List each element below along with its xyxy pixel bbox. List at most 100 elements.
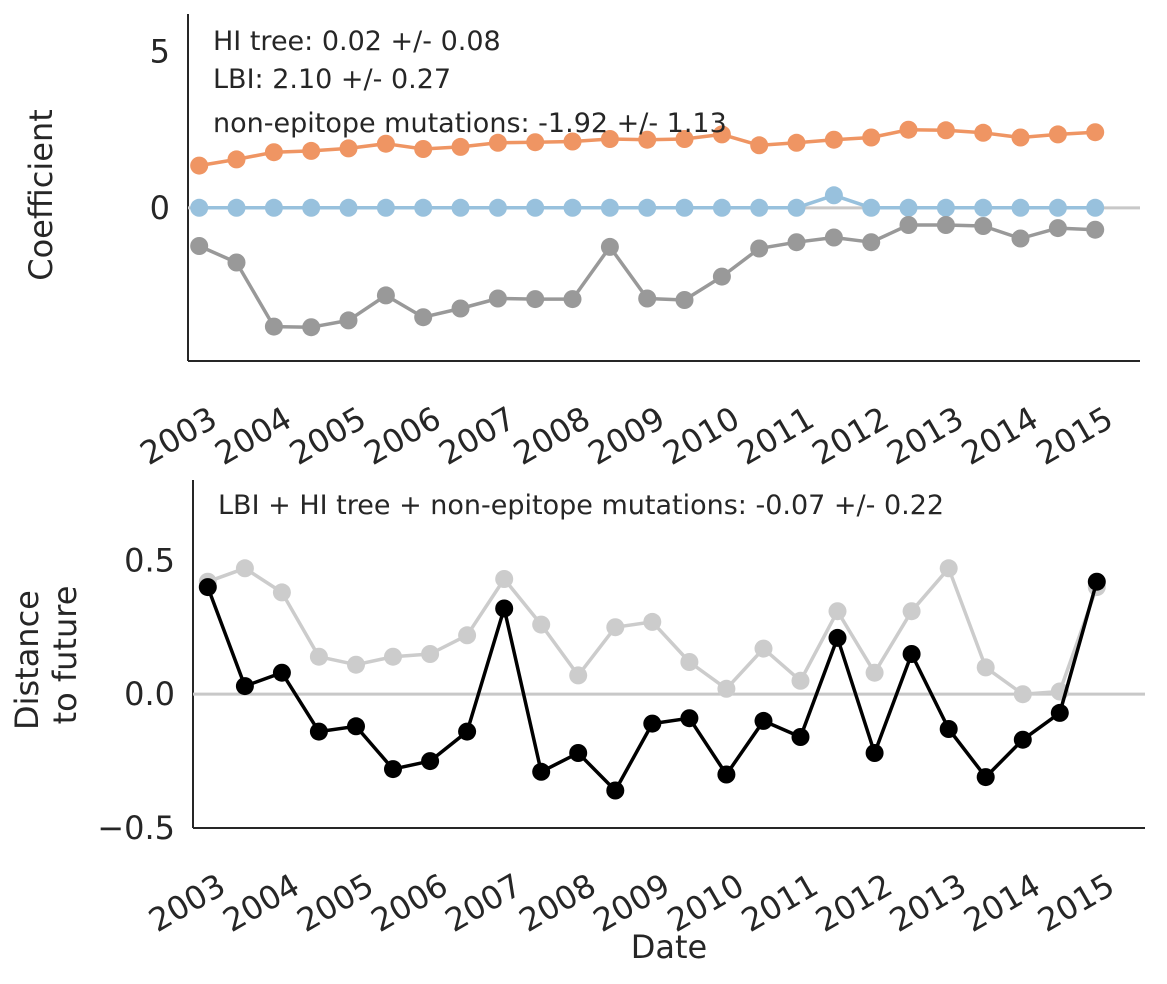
data-point	[264, 198, 283, 217]
data-point	[600, 130, 619, 148]
x-tick-label: 2012	[809, 866, 899, 940]
data-point	[1086, 220, 1105, 239]
data-point	[638, 198, 657, 217]
data-point	[828, 628, 847, 647]
data-point	[974, 217, 993, 235]
data-point	[526, 198, 545, 217]
top-annotation-hi-tree: HI tree: 0.02 +/- 0.08	[213, 26, 501, 57]
data-point	[787, 133, 806, 152]
data-point	[302, 318, 321, 337]
bottom-y-axis-label-line-1: Distance	[8, 590, 46, 730]
data-point	[939, 559, 958, 578]
x-tick-label: 2013	[883, 866, 973, 940]
data-point	[606, 618, 625, 637]
x-tick-label: 2007	[432, 399, 522, 473]
data-point	[451, 198, 470, 217]
data-point	[227, 253, 246, 272]
data-point	[638, 289, 657, 308]
data-point	[421, 752, 440, 771]
data-point	[862, 128, 881, 147]
data-point	[862, 198, 881, 217]
data-point	[717, 765, 736, 784]
x-tick-label: 2005	[290, 866, 380, 940]
data-point	[488, 289, 507, 308]
data-point	[264, 143, 283, 162]
data-point	[376, 198, 395, 217]
data-point	[309, 722, 328, 741]
series-line-2	[198, 223, 1096, 329]
data-point	[939, 720, 958, 738]
data-point	[936, 198, 955, 217]
data-point	[600, 198, 619, 217]
data-point	[227, 150, 246, 169]
data-point	[750, 239, 769, 258]
x-tick-label: 2003	[142, 866, 232, 940]
data-point	[532, 615, 551, 634]
data-point	[1087, 572, 1106, 591]
data-point	[495, 599, 514, 618]
data-point	[936, 216, 955, 234]
x-tick-label: 2004	[216, 866, 306, 940]
data-point	[754, 711, 773, 730]
x-tick-label: 2004	[208, 399, 298, 473]
data-point	[190, 156, 209, 175]
data-point	[272, 663, 291, 682]
data-point	[902, 645, 921, 663]
data-point	[376, 286, 395, 305]
data-point	[458, 626, 477, 645]
data-point	[862, 233, 881, 252]
data-point	[606, 781, 625, 800]
data-point	[526, 133, 545, 152]
data-point	[198, 578, 217, 597]
data-point	[339, 198, 358, 217]
data-point	[974, 123, 993, 142]
data-point	[865, 663, 884, 682]
data-point	[936, 121, 955, 140]
data-point	[488, 133, 507, 152]
data-point	[272, 583, 291, 602]
data-point	[675, 291, 694, 309]
bottom-x-axis-label: Date	[631, 928, 707, 966]
distance-panel: −0.50.00.5 20032004200520062007200820092…	[8, 480, 1145, 966]
data-point	[235, 559, 254, 578]
bottom-y-axis-label-line-2: to future	[46, 586, 84, 725]
x-tick-label: 2014	[955, 399, 1045, 473]
data-point	[643, 612, 662, 631]
data-point	[495, 570, 514, 588]
data-point	[339, 139, 358, 158]
data-point	[302, 198, 321, 217]
top-annotation-lbi: LBI: 2.10 +/- 0.27	[213, 64, 451, 95]
data-point	[824, 130, 843, 149]
data-point	[451, 137, 470, 156]
x-tick-label: 2011	[735, 866, 825, 940]
data-point	[1013, 685, 1032, 704]
x-tick-label: 2005	[283, 399, 373, 473]
x-tick-label: 2006	[365, 866, 455, 940]
data-point	[347, 655, 365, 674]
data-point	[712, 125, 731, 144]
data-point	[787, 198, 806, 217]
data-point	[384, 760, 402, 779]
data-point	[600, 237, 619, 256]
data-point	[974, 198, 993, 217]
data-point	[976, 768, 995, 787]
data-point	[712, 198, 731, 217]
data-point	[899, 216, 918, 234]
data-point	[1011, 198, 1030, 217]
data-point	[675, 198, 694, 217]
data-point	[302, 141, 321, 160]
series-line-0	[207, 566, 1099, 696]
data-point	[347, 717, 365, 736]
data-point	[1048, 198, 1067, 217]
data-point	[458, 722, 477, 741]
data-point	[1050, 703, 1069, 722]
bottom-y-axis-label: Distance to future	[8, 580, 84, 730]
data-point	[787, 233, 806, 252]
data-point	[712, 267, 731, 286]
x-tick-label: 2013	[880, 399, 970, 473]
data-point	[1048, 125, 1067, 144]
data-point	[451, 299, 470, 318]
data-point	[1086, 123, 1105, 142]
y-tick-label: 0.5	[124, 541, 175, 579]
